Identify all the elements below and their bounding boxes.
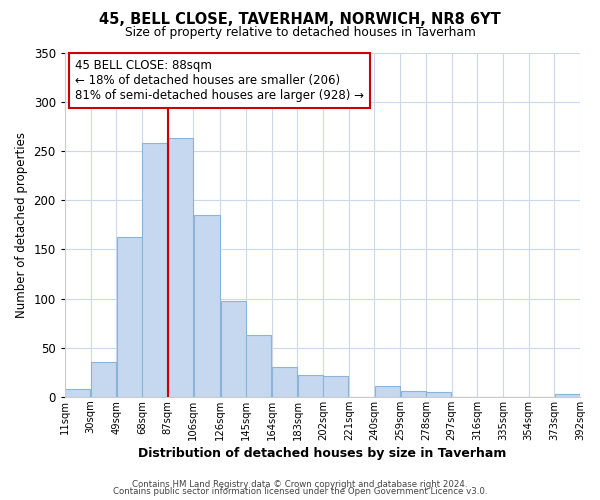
Text: Contains HM Land Registry data © Crown copyright and database right 2024.: Contains HM Land Registry data © Crown c… <box>132 480 468 489</box>
Bar <box>375 386 400 397</box>
Text: Size of property relative to detached houses in Taverham: Size of property relative to detached ho… <box>125 26 475 39</box>
Text: Contains public sector information licensed under the Open Government Licence v3: Contains public sector information licen… <box>113 488 487 496</box>
Bar <box>298 376 323 397</box>
Bar <box>401 391 425 397</box>
Bar <box>91 362 116 397</box>
Bar <box>426 392 451 397</box>
Bar <box>247 335 271 397</box>
Bar <box>194 215 220 397</box>
Bar <box>116 238 142 397</box>
X-axis label: Distribution of detached houses by size in Taverham: Distribution of detached houses by size … <box>138 447 506 460</box>
Bar <box>221 302 245 397</box>
Y-axis label: Number of detached properties: Number of detached properties <box>15 132 28 318</box>
Bar <box>65 389 90 397</box>
Bar <box>554 394 580 397</box>
Bar <box>323 376 349 397</box>
Bar <box>168 138 193 397</box>
Text: 45, BELL CLOSE, TAVERHAM, NORWICH, NR8 6YT: 45, BELL CLOSE, TAVERHAM, NORWICH, NR8 6… <box>99 12 501 28</box>
Bar <box>272 368 297 397</box>
Text: 45 BELL CLOSE: 88sqm
← 18% of detached houses are smaller (206)
81% of semi-deta: 45 BELL CLOSE: 88sqm ← 18% of detached h… <box>75 60 364 102</box>
Bar <box>142 143 167 397</box>
